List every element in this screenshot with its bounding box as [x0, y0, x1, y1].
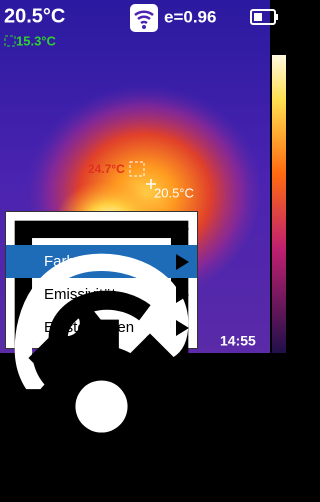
- menu-icon: [14, 218, 36, 240]
- color-scale: [272, 55, 286, 353]
- menu-item[interactable]: Farbpalette: [6, 245, 197, 278]
- spot-temp: 24.7°C: [88, 162, 125, 176]
- menu: BilderFarbpaletteEmissivitätEinstellunge…: [5, 211, 198, 349]
- submenu-arrow: [176, 320, 189, 336]
- menu-icon: [14, 251, 36, 273]
- menu-icon: [14, 284, 36, 306]
- submenu-arrow: [176, 287, 189, 303]
- menu-item[interactable]: Einstellungen: [6, 311, 197, 344]
- min-temp: 15.3°C: [16, 33, 57, 48]
- submenu-arrow: [176, 221, 189, 237]
- menu-icon: [14, 317, 36, 339]
- submenu-arrow: [176, 254, 189, 270]
- thermal-screen: 20.5°C 15.3°C e=0.96 24.7°C 20.5°C 14:55…: [0, 0, 286, 353]
- max-temp: 20.5°C: [4, 5, 65, 27]
- menu-item[interactable]: Emissivität: [6, 278, 197, 311]
- emissivity: e=0.96: [164, 7, 216, 26]
- wifi-icon: [130, 4, 158, 32]
- clock: 14:55: [220, 333, 256, 349]
- menu-item[interactable]: Bilder: [6, 212, 197, 245]
- center-temp: 20.5°C: [154, 185, 194, 200]
